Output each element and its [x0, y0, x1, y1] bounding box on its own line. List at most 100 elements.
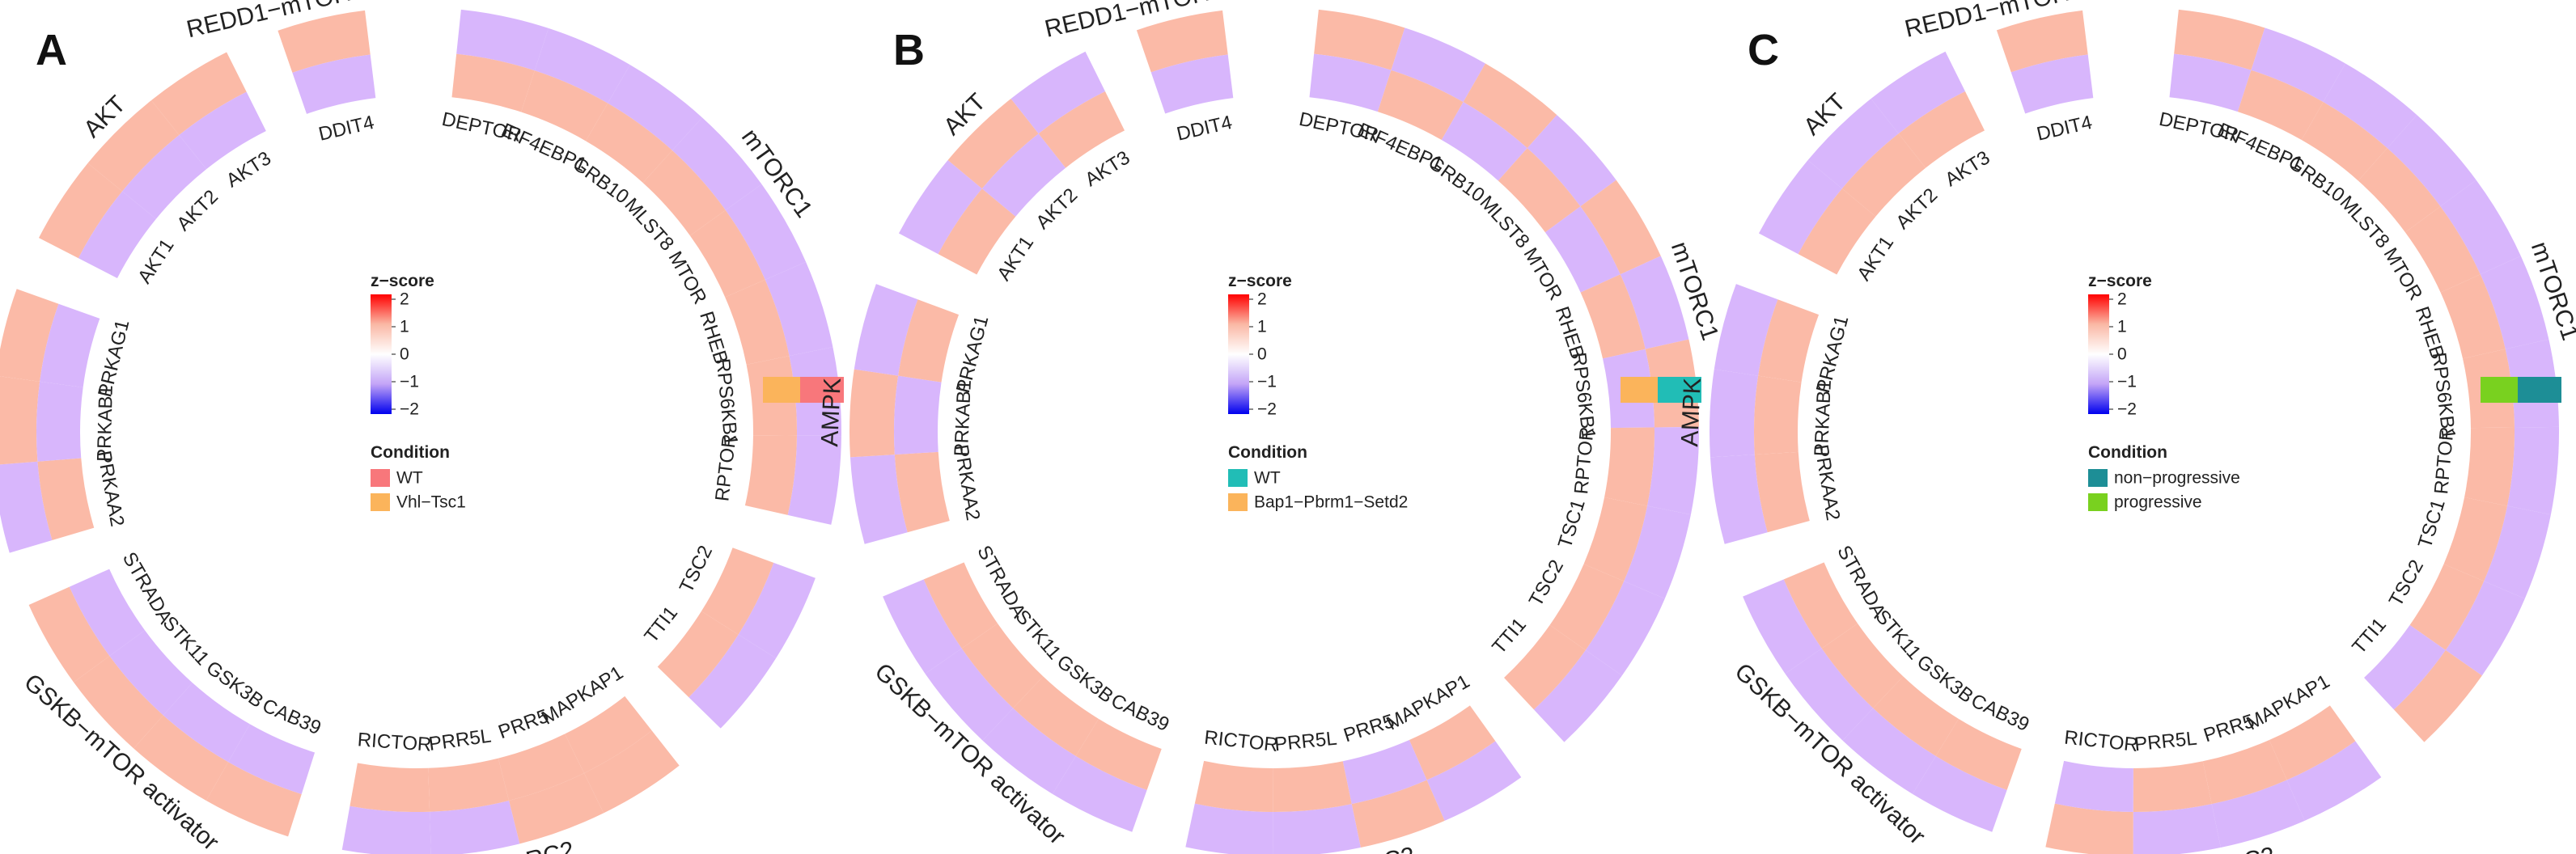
gene-label-rptor: RPTOR [1570, 426, 1599, 496]
heat-cell-tti1-outer [2393, 649, 2482, 742]
heat-cell-prkaa2-outer [849, 454, 908, 544]
heat-cell-mlst8-outer [2387, 115, 2476, 207]
gene-label-akt2: AKT2 [1032, 184, 1082, 234]
heat-cell-strada-outer [883, 579, 962, 674]
heat-cell-grb10-outer [1463, 63, 1557, 149]
gene-label-prkag1: PRKAG1 [952, 314, 993, 395]
heat-cell-prkab1-inner [36, 381, 83, 462]
heat-cell-tti1-inner [2364, 624, 2446, 710]
heat-cell-tsc1-inner [2443, 497, 2507, 581]
heat-cell-rheb-outer [1620, 256, 1689, 349]
heat-cell-tsc1-inner [1583, 497, 1647, 581]
heat-cell-prkab1-outer [1710, 369, 1759, 458]
zscore-tick-label: −2 [2117, 400, 2137, 419]
heat-cell-prr5l-outer [430, 800, 520, 854]
heat-cell-mapkap1-outer [1426, 741, 1522, 821]
heat-cell-akt2-inner [981, 133, 1066, 217]
heat-cell-rheb-outer [765, 261, 833, 357]
zscore-tick-label: −2 [1257, 400, 1277, 419]
heat-cell-akt2-outer [947, 99, 1039, 189]
heat-cell-tti1-outer [1533, 649, 1622, 742]
heat-cell-akt3-outer [1871, 51, 1965, 134]
track-swatch-inner [2481, 377, 2524, 403]
gene-label-rptor: RPTOR [711, 433, 740, 502]
heat-cell-deptor-inner [2169, 53, 2252, 112]
zscore-tick-label: −1 [2117, 373, 2137, 391]
heat-cell-rptor-inner [2464, 427, 2515, 506]
gene-label-akt3: AKT3 [1081, 146, 1133, 191]
heat-cell-prr5-outer [1351, 780, 1445, 848]
heat-cell-stk11-outer [74, 656, 163, 749]
heat-cell-prkag1-inner [1758, 299, 1820, 383]
condition-label-non-progressive: non−progressive [2114, 469, 2240, 488]
heat-cell-strada-outer [28, 586, 110, 683]
condition-label-vhl-tsc1: Vhl−Tsc1 [396, 493, 466, 512]
heat-cell-rictor-inner [2054, 760, 2133, 812]
heat-cell-cab39-outer [1912, 755, 2007, 832]
heat-cell-akt1-outer [1758, 160, 1842, 255]
heat-cell-rptor-outer [1646, 426, 1700, 515]
panel-c: C DEPTOREIF4EBP1GRB10MLST8MTORRHEBRPS6KB… [1676, 0, 2576, 854]
heat-cell-stk11-inner [109, 630, 193, 716]
heat-cell-rptor-inner [744, 435, 797, 515]
zscore-tick-label: 1 [400, 318, 409, 336]
gene-label-tsc2: TSC2 [676, 542, 717, 596]
heat-cell-strada-inner [69, 569, 146, 657]
heat-cell-prkag1-outer [0, 289, 59, 382]
heat-cell-gsk3b-inner [163, 683, 250, 763]
heat-cell-mtor-inner [2404, 206, 2481, 293]
heat-cell-akt3-outer [151, 52, 247, 135]
heat-cell-cab39-outer [1052, 755, 1147, 832]
gene-label-tti1: TTI1 [1488, 614, 1531, 658]
gene-label-rictor: RICTOR [2063, 727, 2139, 757]
zscore-tick-label: 1 [2117, 318, 2127, 336]
zscore-color-bar [1228, 294, 1249, 414]
zscore-tick-label: 1 [1257, 318, 1267, 336]
gene-label-tsc2: TSC2 [1525, 556, 1568, 611]
zscore-tick-label: 0 [1257, 345, 1267, 364]
heat-cell-gsk3b-inner [1013, 676, 1099, 756]
heat-cell-akt2-outer [1807, 99, 1899, 189]
gene-label-cab39: CAB39 [1108, 690, 1172, 736]
heat-cell-prkaa2-inner [37, 458, 95, 540]
heat-cell-akt1-inner [938, 188, 1016, 275]
zscore-tick-label: −1 [400, 373, 419, 391]
condition-swatch-wt [371, 469, 390, 487]
heat-cell-prkab1-inner [1754, 375, 1802, 455]
heat-cell-prkab1-outer [849, 369, 899, 458]
heat-cell-gsk3b-outer [133, 715, 229, 801]
gene-label-rictor: RICTOR [1203, 727, 1279, 757]
heat-cell-prkag1-outer [1714, 284, 1778, 376]
group-label-ampk: AMPK [816, 378, 846, 447]
gene-label-tsc1: TSC1 [2414, 497, 2450, 551]
heat-cell-akt3-inner [1898, 91, 1985, 168]
heat-cell-prkaa2-outer [1710, 454, 1768, 544]
heat-cell-grb10-outer [2323, 63, 2417, 149]
heat-cell-rheb-inner [1580, 274, 1646, 359]
heat-cell-deptor-outer [1314, 9, 1405, 70]
heat-cell-prr5-outer [2211, 780, 2305, 848]
heat-cell-grb10-inner [2301, 102, 2387, 181]
gene-label-prr5: PRR5 [1341, 710, 1396, 746]
heat-cell-prr5l-outer [1273, 804, 1361, 854]
track-swatch-outer [800, 377, 844, 403]
gene-label-rptor: RPTOR [2430, 426, 2459, 496]
heat-cell-strada-outer [1743, 579, 1822, 674]
condition-label-wt: WT [1254, 469, 1281, 488]
heat-cell-eif4ebp1-inner [2237, 70, 2324, 141]
zscore-tick-label: 0 [400, 345, 409, 364]
gene-label-rps6kb1: RPS6KB1 [712, 357, 742, 446]
heat-cell-cab39-outer [205, 762, 302, 837]
group-label-ampk: AMPK [1676, 378, 1706, 447]
gene-label-akt2: AKT2 [172, 186, 222, 235]
heat-cell-grb10-inner [1441, 102, 1527, 181]
heat-cell-ddit4-outer [1996, 10, 2088, 73]
heat-cell-tsc2-inner [701, 547, 774, 635]
heat-cell-mlst8-inner [1498, 148, 1581, 233]
heat-cell-ddit4-outer [1136, 10, 1228, 73]
gene-label-prr5: PRR5 [2201, 710, 2256, 746]
heat-cell-prkaa2-inner [1754, 451, 1810, 533]
zscore-legend-title: z−score [1228, 272, 1292, 290]
gene-label-tsc2: TSC2 [2385, 556, 2428, 611]
